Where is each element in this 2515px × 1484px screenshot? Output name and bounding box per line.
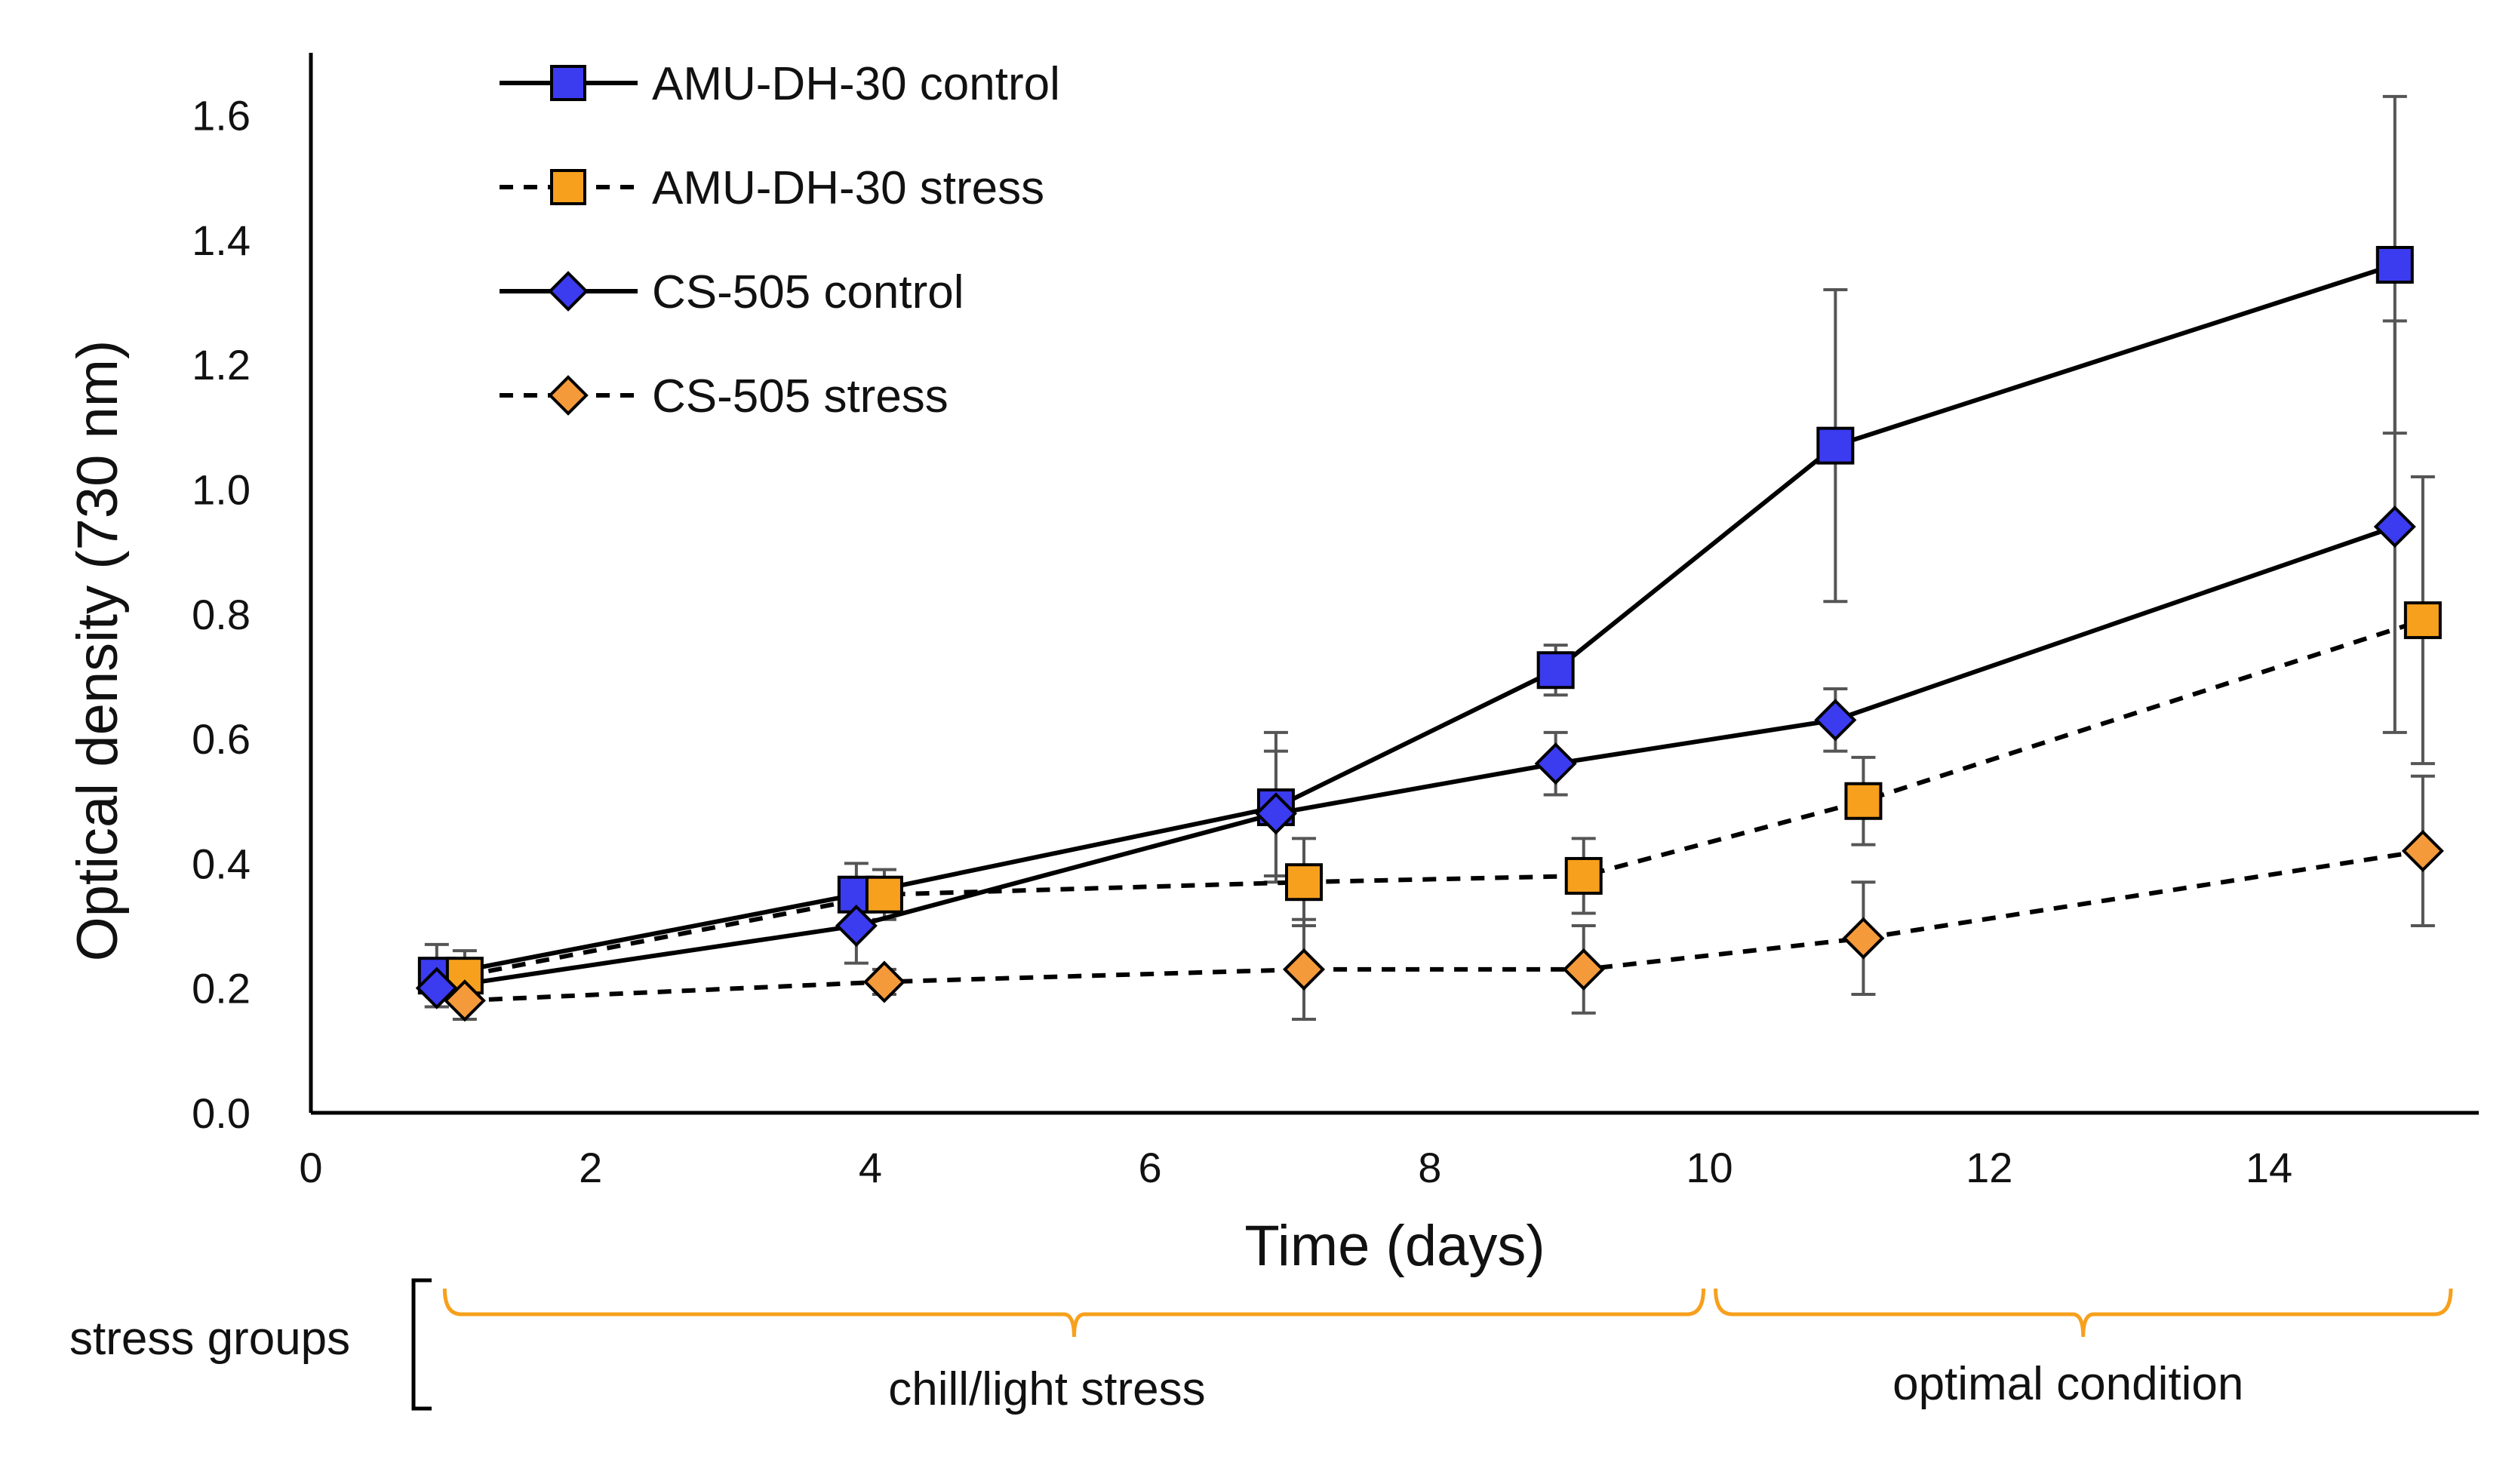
data-point <box>1285 863 1324 902</box>
optimal-condition-brace <box>1714 1288 2453 1338</box>
series-cs-505-stress-points <box>443 829 2444 1022</box>
series-cs-505-control-line <box>436 524 2396 991</box>
x-tick-label: 10 <box>1686 1144 1733 1191</box>
legend-entry-cs-505-control: CS-505 control <box>500 266 964 318</box>
data-point <box>862 960 905 1003</box>
data-point <box>415 966 458 1009</box>
y-tick-label: 0.0 <box>192 1089 251 1137</box>
data-point <box>1534 742 1577 785</box>
y-tick-label: 1.4 <box>192 217 251 264</box>
series-amu-dh-30-stress-line <box>464 618 2424 979</box>
x-tick-label: 0 <box>299 1144 322 1191</box>
series-amu-dh-30-stress-points <box>445 601 2442 995</box>
y-tick-label: 1.0 <box>192 466 251 514</box>
legend-label: CS-505 control <box>652 266 964 318</box>
stress-groups-annotation: stress groups chill/light stress optimal c… <box>69 1278 2453 1415</box>
legend-entry-cs-505-stress: CS-505 stress <box>500 370 949 422</box>
legend-marker <box>548 271 589 312</box>
data-point <box>2403 601 2442 640</box>
data-point <box>2375 246 2414 284</box>
data-point <box>1816 426 1855 465</box>
legend-marker <box>550 65 586 101</box>
y-tick-label: 1.6 <box>192 92 251 140</box>
x-axis-title: Time (days) <box>1244 1214 1545 1278</box>
series-amu-dh-30-control-line <box>436 263 2396 979</box>
legend-label: CS-505 stress <box>652 370 949 422</box>
stress-groups-title: stress groups <box>69 1313 350 1365</box>
data-point <box>2401 829 2444 872</box>
series-amu-dh-30-control-errorbars <box>424 94 2407 1009</box>
x-tick-label: 4 <box>859 1144 882 1191</box>
data-point <box>1564 856 1603 895</box>
chart-series <box>415 94 2444 1022</box>
optimal-condition-label: optimal condition <box>1892 1358 2243 1410</box>
chill-light-stress-brace <box>442 1288 1706 1338</box>
series-cs-505-control-points <box>415 505 2416 1009</box>
y-tick-label: 0.8 <box>192 591 251 638</box>
x-tick-label: 2 <box>579 1144 602 1191</box>
stress-groups-bracket <box>411 1278 432 1411</box>
legend-label: AMU-DH-30 stress <box>652 162 1044 214</box>
y-tick-label: 0.2 <box>192 965 251 1012</box>
y-axis-title: Optical density (730 nm) <box>66 340 130 962</box>
y-tick-label: 0.4 <box>192 840 251 887</box>
legend-entry-amu-dh-30-stress: AMU-DH-30 stress <box>500 162 1044 214</box>
data-point <box>1842 917 1885 960</box>
x-tick-label: 6 <box>1139 1144 1162 1191</box>
legend-marker <box>548 375 589 416</box>
series-cs-505-control-errorbars <box>424 319 2407 1009</box>
y-tick-label: 1.2 <box>192 341 251 389</box>
data-point <box>835 905 878 948</box>
series-amu-dh-30-control-points <box>417 246 2414 995</box>
series-cs-505-stress-line <box>464 848 2424 1003</box>
x-tick-label: 14 <box>2246 1144 2292 1191</box>
x-tick-label: 8 <box>1418 1144 1441 1191</box>
legend-label: AMU-DH-30 control <box>652 58 1060 110</box>
legend-entry-amu-dh-30-control: AMU-DH-30 control <box>500 58 1060 110</box>
data-point <box>1814 699 1857 742</box>
legend-marker <box>550 169 586 205</box>
data-point <box>1536 651 1575 690</box>
data-point <box>865 875 903 914</box>
y-tick-label: 0.6 <box>192 715 251 763</box>
data-point <box>2373 505 2416 548</box>
chill-light-stress-label: chill/light stress <box>888 1363 1205 1415</box>
data-point <box>1844 782 1883 820</box>
data-point <box>1254 792 1297 835</box>
data-point <box>1562 948 1605 991</box>
data-point <box>1282 948 1326 991</box>
x-tick-label: 12 <box>1966 1144 2012 1191</box>
chart-legend: AMU-DH-30 control AMU-DH-30 stress CS-505 … <box>500 58 1060 422</box>
data-point <box>443 979 486 1022</box>
chart-axes: 0.0 0.2 0.4 0.6 0.8 1.0 1.2 1.4 1.6 0 2 4 6 8 10 12 14 Ti… <box>66 53 2479 1278</box>
